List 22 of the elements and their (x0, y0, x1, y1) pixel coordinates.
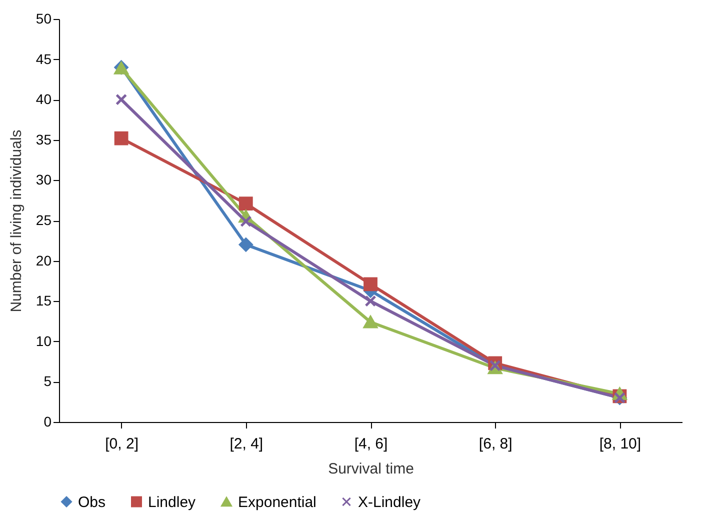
y-tick-label: 0 (44, 414, 52, 430)
x-tick-label: [4, 6] (354, 436, 388, 452)
y-tick-label: 40 (36, 91, 52, 108)
legend-label: Lindley (148, 494, 196, 511)
x-axis-title: Survival time (328, 460, 414, 478)
x-tick-label: [2, 4] (230, 436, 264, 452)
y-tick-label: 25 (36, 212, 52, 228)
x-tick-label: [0, 2] (105, 436, 138, 452)
legend-label: Exponential (238, 494, 316, 511)
y-axis-title: Number of living individuals (8, 130, 25, 312)
y-tick-label: 10 (36, 332, 52, 349)
y-tick-label: 15 (36, 292, 52, 309)
y-tick-label: 35 (36, 131, 52, 148)
legend-label: Obs (78, 494, 106, 511)
y-tick-label: 50 (36, 10, 52, 26)
x-tick-label: [6, 8] (478, 436, 512, 452)
y-tick-label: 30 (36, 172, 52, 188)
legend-label: X-Lindley (358, 494, 422, 511)
y-tick-label: 45 (36, 50, 52, 67)
y-tick-label: 5 (44, 373, 52, 390)
y-tick-label: 20 (36, 252, 52, 268)
x-tick-label: [8, 10] (599, 436, 642, 452)
